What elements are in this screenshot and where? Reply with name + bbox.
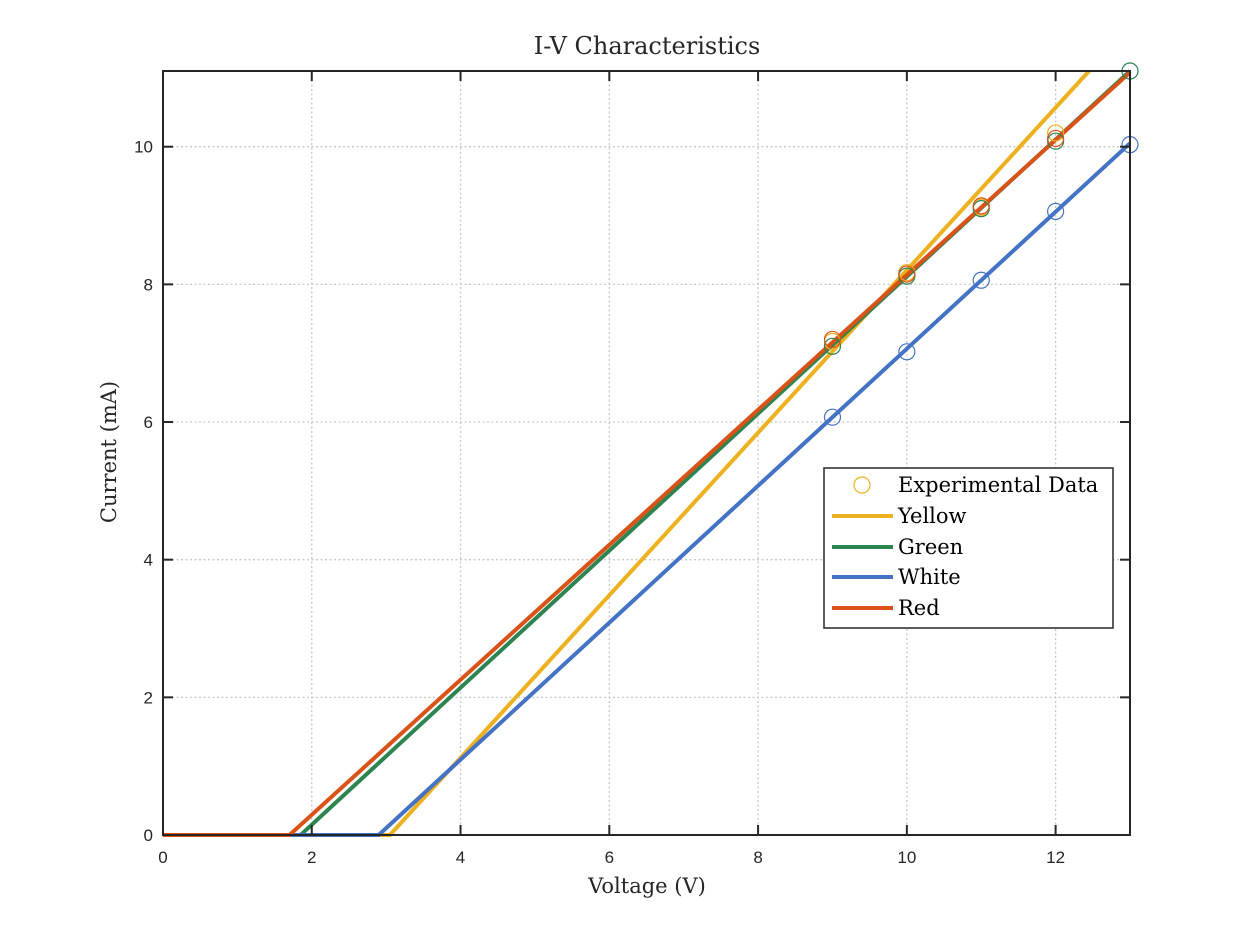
data-point-white [1047,202,1065,221]
y-axis-label: Current (mA) [97,381,121,523]
legend-marker-experimental [853,476,871,494]
axis-ticks: 0 2 4 6 8 10 12 0 2 4 6 8 10 [134,71,1130,867]
y-tick-label: 2 [144,688,153,707]
data-points [823,62,1139,426]
legend-label-green: Green [898,535,963,559]
y-tick-label: 0 [144,826,153,845]
x-tick-label: 0 [158,848,167,867]
data-point-red [823,330,842,349]
x-tick-label: 10 [897,848,916,867]
y-tick-label: 6 [144,413,153,432]
data-point-white [823,408,842,426]
data-point-red [898,265,916,283]
y-tick-label: 10 [134,138,153,157]
x-tick-label: 6 [605,848,614,867]
series-lines [163,69,1132,837]
data-point-yellow [1047,124,1065,142]
x-tick-label: 12 [1046,848,1065,867]
chart-title: I-V Characteristics [534,32,761,60]
x-tick-label: 2 [307,848,316,867]
data-point-red [972,197,990,215]
legend-label-yellow: Yellow [897,504,967,528]
legend-label-white: White [898,565,961,589]
plot-frame [162,70,1131,836]
y-tick-label: 4 [144,551,153,570]
data-point-white [972,271,990,289]
x-axis-label: Voltage (V) [587,874,706,898]
series-line-yellow [163,69,1091,837]
legend-label-red: Red [898,596,940,620]
legend: Experimental Data Yellow Green White Red [823,467,1114,629]
legend-label-experimental: Experimental Data [898,473,1098,497]
data-point-red [1047,129,1065,148]
x-tick-label: 4 [456,848,465,867]
y-tick-label: 8 [144,275,153,294]
data-point-green [823,337,842,355]
x-tick-label: 8 [753,848,762,867]
data-point-white [898,343,916,361]
